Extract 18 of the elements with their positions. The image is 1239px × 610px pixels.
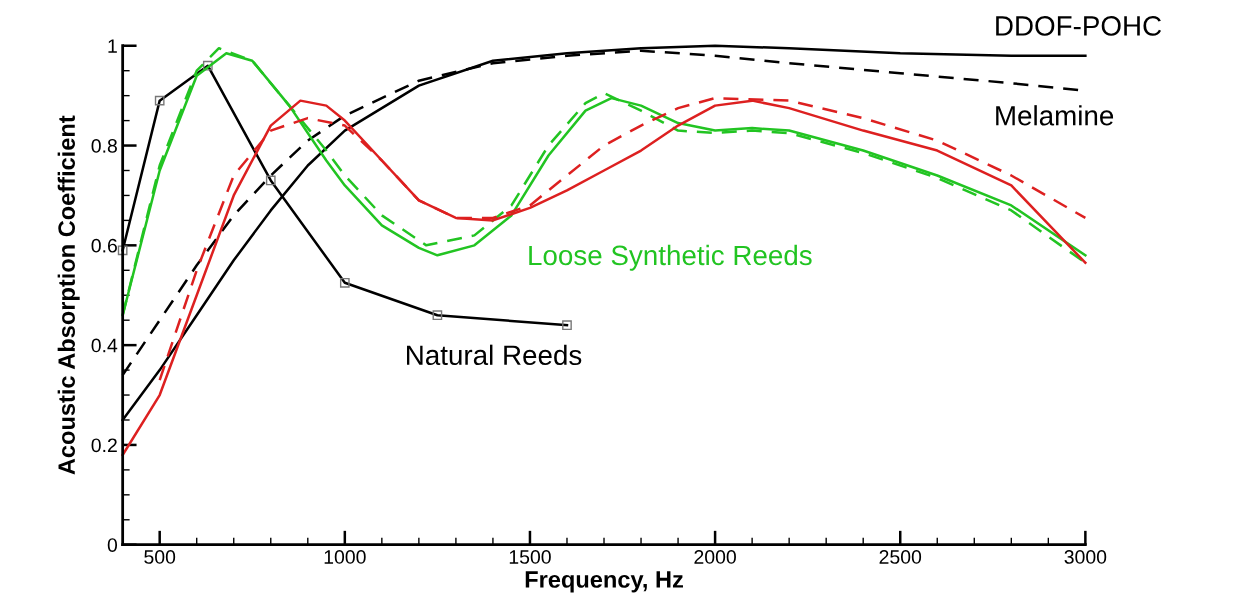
series-label: Natural Reeds: [407, 344, 582, 366]
y-tick-label: 0.2: [91, 438, 117, 453]
x-tick-label: 2000: [694, 550, 736, 564]
x-tick-label: 1000: [324, 550, 366, 564]
series-label: DDOF-POHC: [996, 16, 1162, 36]
y-tick-label: 1: [108, 39, 117, 53]
x-axis-title: Frequency, Hz: [525, 571, 683, 593]
x-tick-label: 1500: [509, 550, 551, 564]
y-tick-label: 0.6: [91, 238, 117, 253]
y-tick-label: 0.4: [91, 338, 118, 353]
series-label: Melamine: [996, 105, 1114, 126]
y-axis-title: Acoustic Absorption Coefficient: [57, 115, 80, 475]
x-tick-label: 3000: [1064, 550, 1107, 564]
x-tick-label: 500: [144, 550, 176, 564]
y-tick-label: 0.8: [91, 139, 117, 153]
series-label: Loose Synthetic Reeds: [529, 244, 812, 271]
x-tick-label: 2500: [879, 550, 922, 564]
y-tick-label: 0: [107, 538, 118, 552]
